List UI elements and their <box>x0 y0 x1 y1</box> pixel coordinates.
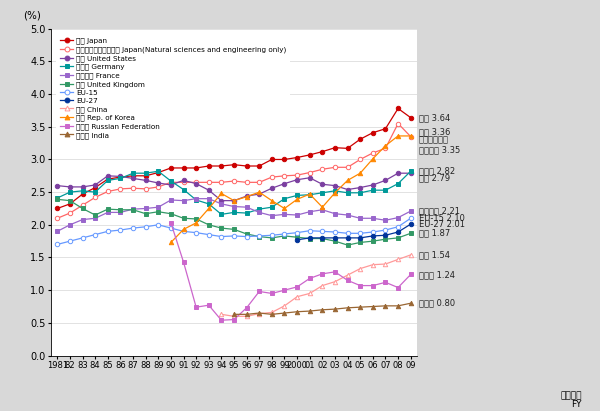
Text: 中国 1.54: 中国 1.54 <box>419 250 450 259</box>
Text: フランス 2.21: フランス 2.21 <box>419 207 460 216</box>
Text: 日本 3.64: 日本 3.64 <box>419 113 450 122</box>
Text: EU-15 2.10: EU-15 2.10 <box>419 214 465 223</box>
Text: インド 0.80: インド 0.80 <box>419 299 455 308</box>
Text: 日本（自然科
学のみ） 3.35: 日本（自然科 学のみ） 3.35 <box>419 135 460 155</box>
Text: （年度）: （年度） <box>560 392 582 401</box>
Text: ドイツ 2.82: ドイツ 2.82 <box>419 167 455 176</box>
Text: (%): (%) <box>23 11 41 21</box>
Text: 米国 2.79: 米国 2.79 <box>419 173 450 182</box>
Text: 韓国 3.36: 韓国 3.36 <box>419 127 451 136</box>
Text: EU-27 2.01: EU-27 2.01 <box>419 219 465 229</box>
Text: 英国 1.87: 英国 1.87 <box>419 229 450 238</box>
Text: ロシア 1.24: ロシア 1.24 <box>419 270 455 279</box>
Text: FY: FY <box>571 400 582 409</box>
Legend: 日本 Japan, 日本（自然科学のみ） Japan(Natural sciences and engineering only), 米国 United Sta: 日本 Japan, 日本（自然科学のみ） Japan(Natural scien… <box>56 34 290 142</box>
